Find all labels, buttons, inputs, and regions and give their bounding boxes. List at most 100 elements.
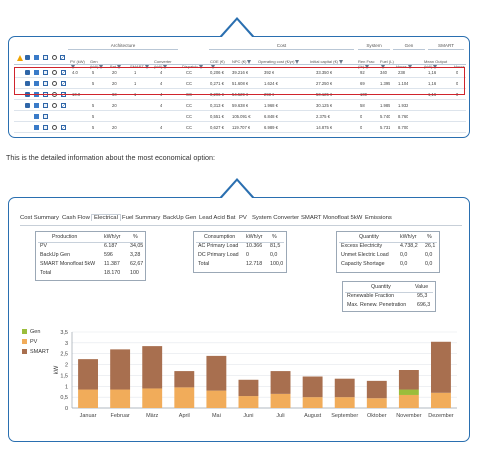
- col-converter[interactable]: Converter (kW): [154, 59, 172, 69]
- quantity2-row: Renewable Fraction 95,3: [343, 292, 437, 301]
- filter-icon[interactable]: [117, 64, 122, 69]
- bar-pv: [366, 398, 387, 408]
- cell-fuel: 340: [380, 70, 387, 75]
- consumption-name: DC Primary Load: [198, 252, 239, 258]
- col-mean-output[interactable]: Mean Output (kW): [424, 59, 448, 69]
- cell-hours: 238: [398, 70, 405, 75]
- filter-icon[interactable]: [339, 59, 344, 64]
- tab-cost-summary[interactable]: Cost Summary: [20, 215, 59, 221]
- quantity-pct: 26,1: [425, 243, 436, 249]
- bar-pv: [431, 392, 451, 408]
- filter-icon[interactable]: [433, 64, 438, 69]
- cell-bat: 20: [112, 70, 117, 75]
- col-ren-frac[interactable]: Ren Frac (%): [358, 59, 375, 69]
- tab-fuel-summary[interactable]: Fuel Summary: [122, 215, 161, 221]
- col-bat[interactable]: Bat: [110, 64, 126, 77]
- pv-panel-icon[interactable]: [34, 55, 39, 60]
- table-row[interactable]: 4.0 5 20 1 4 CC 0,206 € 39.216 € 392 € 33.350 € 92…: [14, 67, 466, 78]
- production-pct: 34,05: [130, 243, 144, 249]
- cell-coe: 0,551 €: [210, 114, 224, 119]
- tab-cash-flow[interactable]: Cash Flow: [62, 215, 90, 221]
- filter-icon[interactable]: [211, 64, 215, 69]
- col-pv[interactable]: PV (kW): [70, 59, 86, 72]
- table-row[interactable]: 5 20 4 CC 0,627 € 119.707 € 6.989 € 14.875 € 0 5.…: [14, 122, 466, 133]
- consumption-header-kwh: kWh/yr: [246, 234, 263, 240]
- quantity-kwh: 0,0: [400, 261, 408, 267]
- tab-underline: [20, 225, 462, 226]
- tab-electrical[interactable]: Electrical: [91, 214, 121, 221]
- col-operating-cost[interactable]: Operating cost (€/yr): [258, 59, 306, 72]
- filter-icon[interactable]: [163, 64, 168, 69]
- cell-conv: 4: [160, 70, 163, 75]
- bar-pv: [270, 393, 291, 408]
- filter-icon[interactable]: [365, 64, 370, 69]
- quantity-header-label: Quantity: [359, 234, 379, 240]
- production-header-label: Production: [52, 234, 78, 240]
- col-dispatch[interactable]: Dispatch: [182, 64, 208, 77]
- consumption-header-pct: %: [272, 234, 277, 240]
- col-smart[interactable]: SMART: [130, 64, 152, 77]
- battery-icon[interactable]: [43, 55, 48, 60]
- col-coe[interactable]: COE (€): [210, 59, 228, 72]
- filter-icon[interactable]: [247, 59, 252, 64]
- filter-icon[interactable]: [198, 64, 203, 69]
- table-row[interactable]: 5 CC 0,551 € 105.091 € 6.848 € 2.375 € 0 5.740 8…: [14, 111, 466, 122]
- col-npc[interactable]: NPC (€): [232, 59, 254, 72]
- architecture-truck-icon[interactable]: [25, 55, 30, 60]
- cell-op: 392 €: [264, 70, 275, 75]
- x-tick-label: August: [304, 413, 322, 419]
- production-name: Total: [40, 270, 52, 276]
- cell-coe: 0,206 €: [210, 70, 224, 75]
- y-tick-label: 1,5: [60, 373, 68, 379]
- cell-hours: 1.932: [398, 103, 409, 108]
- production-kwh: 11.387: [104, 261, 120, 267]
- filter-icon[interactable]: [407, 64, 412, 69]
- header-divider: [38, 242, 143, 243]
- production-pct: 3,28: [130, 252, 141, 258]
- header-divider: [345, 292, 433, 293]
- cell-coe: 0,271 €: [210, 81, 224, 86]
- filter-icon[interactable]: [99, 64, 104, 69]
- production-kwh: 18.170: [104, 270, 121, 276]
- cell-shours: 0: [456, 70, 459, 75]
- table-row[interactable]: 5 20 1 4 CC 0,271 € 51.608 € 1.624 € 27.250 € 69 1…: [14, 78, 466, 89]
- filter-icon[interactable]: [144, 64, 149, 69]
- generator-icon[interactable]: [52, 55, 57, 60]
- tab-backup-gen[interactable]: BackUp Gen: [163, 215, 197, 221]
- consumption-kwh: 0: [246, 252, 249, 258]
- tab-smart-monofloat[interactable]: SMART Monofloat 5kW: [301, 215, 363, 221]
- tab-emissions[interactable]: Emissions: [365, 215, 392, 221]
- cell-gen: 5: [92, 81, 95, 86]
- quantity-header: Quantity kWh/yr %: [337, 233, 441, 242]
- tab-pv[interactable]: PV: [239, 215, 247, 221]
- filter-icon[interactable]: [295, 59, 300, 64]
- bar-pv: [206, 390, 227, 408]
- quantity-row: Unmet Electric Load 0,0 0,0: [337, 251, 441, 260]
- table-row[interactable]: 5 20 4 CC 0,313 € 59.638 € 1.968 € 30.125 € 58 1.…: [14, 100, 466, 111]
- tab-lead-acid-bat[interactable]: Lead Acid Bat: [199, 215, 236, 221]
- excess-electricity-panel: Quantity kWh/yr % Excess Electricity 4.7…: [336, 231, 440, 273]
- cell-npc: 119.707 €: [232, 125, 251, 130]
- col-fuel[interactable]: Fuel (L): [380, 59, 394, 72]
- quantity2-name: Max. Renew. Penetration: [347, 302, 407, 308]
- cell-npc: 51.608 €: [232, 81, 249, 86]
- x-tick-label: Juni: [243, 413, 253, 419]
- production-name: PV: [40, 243, 48, 249]
- col-initial-capital[interactable]: Initial capital (€): [310, 59, 354, 72]
- col-gen[interactable]: Gen (kW): [90, 59, 106, 72]
- col-smart-hours[interactable]: Hours: [454, 64, 465, 69]
- col-gen-hours[interactable]: Hours: [396, 64, 420, 77]
- tab-system-converter[interactable]: System Converter: [252, 215, 300, 221]
- bar-pv: [110, 389, 131, 408]
- cell-dispatch: CC: [186, 114, 193, 119]
- quantity-header-pct: %: [427, 234, 432, 240]
- bar-pv: [302, 397, 323, 408]
- filter-icon[interactable]: [71, 64, 75, 69]
- converter-icon[interactable]: [60, 55, 65, 60]
- quantity-kwh: 4.738,2: [400, 243, 418, 249]
- production-kwh: 6.187: [104, 243, 118, 249]
- battery-icon: [43, 125, 48, 130]
- y-tick-label: 0,5: [60, 395, 68, 401]
- filter-icon[interactable]: [381, 64, 385, 69]
- converter-icon: [61, 125, 66, 130]
